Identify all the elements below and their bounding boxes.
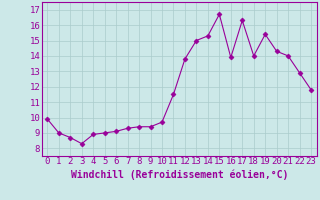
X-axis label: Windchill (Refroidissement éolien,°C): Windchill (Refroidissement éolien,°C) (70, 169, 288, 180)
